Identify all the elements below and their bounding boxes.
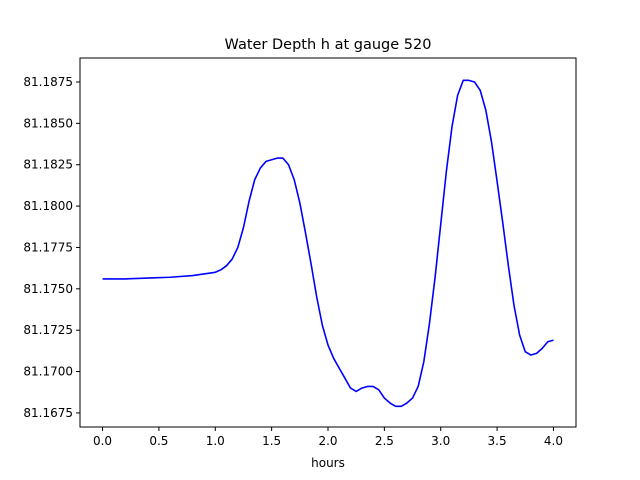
y-tick-label: 81.1825 <box>23 158 73 172</box>
x-axis: 0.0 0.5 1.0 1.5 2.0 2.5 3.0 3.5 4.0 <box>93 427 563 448</box>
series-line-0 <box>102 79 554 408</box>
y-tick-label: 81.1800 <box>23 199 73 213</box>
x-tick-label: 4.0 <box>544 434 563 448</box>
x-tick-label: 0.0 <box>93 434 112 448</box>
chart-title: Water Depth h at gauge 520 <box>225 37 432 53</box>
x-tick-label: 1.0 <box>206 434 225 448</box>
x-tick-label: 0.5 <box>149 434 168 448</box>
plot-area <box>102 79 554 408</box>
y-axis: 81.1675 81.1700 81.1725 81.1750 81.1775 81.18… <box>23 75 80 420</box>
y-tick-label: 81.1875 <box>23 75 73 89</box>
y-tick-label: 81.1775 <box>23 240 73 254</box>
x-tick-label: 3.0 <box>431 434 450 448</box>
y-tick-label: 81.1850 <box>23 116 73 130</box>
y-tick-label: 81.1700 <box>23 365 73 379</box>
plot-frame <box>79 57 577 428</box>
x-tick-label: 3.5 <box>488 434 507 448</box>
y-tick-label: 81.1675 <box>23 406 73 420</box>
x-tick-label: 2.0 <box>318 434 337 448</box>
x-tick-label: 2.5 <box>375 434 394 448</box>
y-tick-label: 81.1725 <box>23 323 73 337</box>
y-tick-label: 81.1750 <box>23 282 73 296</box>
x-axis-label: hours <box>311 456 345 470</box>
x-tick-label: 1.5 <box>262 434 281 448</box>
